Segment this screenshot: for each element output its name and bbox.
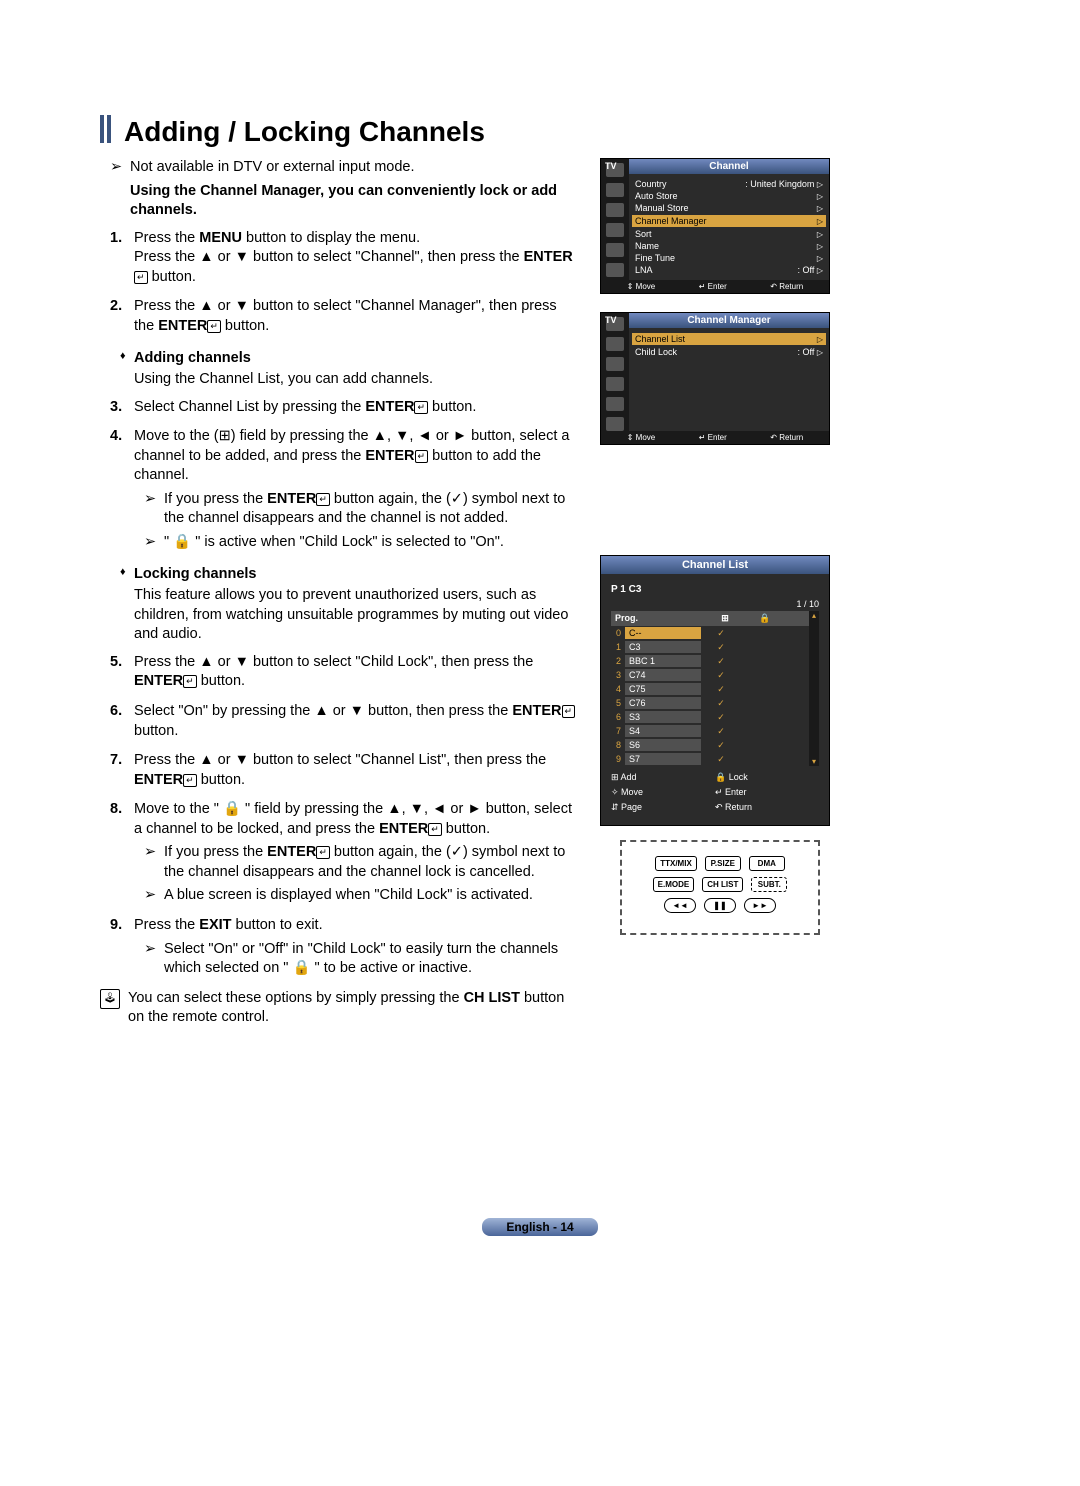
locking-channels-sub: This feature allows you to prevent unaut… [100,586,580,645]
chlist-legend: ⊞ Add🔒 Lock ✧ Move↵ Enter ⇵ Page↶ Return [611,766,819,819]
osd-row[interactable]: Name [635,240,823,252]
scrollbar[interactable] [809,611,819,766]
chlist-page: 1 / 10 [611,599,819,611]
osd-row[interactable]: Channel List [632,333,826,345]
remote-btn-emode[interactable]: E.MODE [653,877,695,892]
tv-tag: TV [605,161,617,171]
lock-icon: 🔒 [745,613,785,624]
remote-btn-dma[interactable]: DMA [749,856,785,871]
osd-channel-menu: TV Channel Country: United Kingdom Auto … [600,158,830,294]
chlist-row[interactable]: 3C74✓ [611,668,809,682]
osd-channel-manager: TV Channel Manager Channel List Child Lo… [600,312,830,445]
step-4: 4. Move to the (⊞) field by pressing the… [100,427,580,552]
adding-channels-sub: Using the Channel List, you can add chan… [100,370,580,390]
enter-icon: ↵ [428,823,442,836]
remote-btn-subt[interactable]: SUBT. [751,877,787,892]
footnote: 🕹 You can select these options by simply… [100,989,580,1028]
remote-btn-chlist[interactable]: CH LIST [702,877,743,892]
title-bars-icon [100,115,114,148]
remote-control-snippet: TTX/MIX P.SIZE DMA E.MODE CH LIST SUBT. … [620,840,820,935]
chlist-row[interactable]: 1C3✓ [611,640,809,654]
enter-icon: ↵ [183,675,197,688]
enter-icon: ↵ [562,705,576,718]
remote-hint-icon: 🕹 [100,989,120,1009]
step-9-note-1: Select "On" or "Off" in "Child Lock" to … [134,940,580,979]
osd-side-icons [601,313,629,431]
osd-footer: ⇕ Move ↵ Enter ↶ Return [601,431,829,444]
add-icon: ⊞ [705,613,745,624]
osd-row[interactable]: Child Lock: Off [635,346,823,358]
osd-row[interactable]: Manual Store [635,202,823,214]
step-2: 2. Press the ▲ or ▼ button to select "Ch… [100,297,580,336]
enter-icon: ↵ [414,401,428,414]
osd-title: Channel [629,159,829,174]
osd-row[interactable]: Auto Store [635,190,823,202]
remote-btn-pause[interactable]: ❚❚ [704,898,736,913]
chlist-current: P 1 C3 [611,584,641,595]
step-4-note-2: " 🔒 " is active when "Child Lock" is sel… [134,533,580,553]
body-text: Not available in DTV or external input m… [100,158,580,1028]
remote-btn-psize[interactable]: P.SIZE [705,856,741,871]
enter-icon: ↵ [316,493,330,506]
osd-row[interactable]: Fine Tune [635,252,823,264]
remote-btn-rewind[interactable]: ◄◄ [664,898,696,913]
adding-channels-head: Adding channels [100,349,580,369]
osd-channel-list: Channel List P 1 C3 1 / 10 Prog. ⊞ 🔒 [600,555,830,826]
page-title-wrap: Adding / Locking Channels [100,115,980,148]
chlist-row[interactable]: 9S7✓ [611,752,809,766]
chlist-row[interactable]: 8S6✓ [611,738,809,752]
enter-icon: ↵ [134,271,148,284]
step-9: 9. Press the EXIT button to exit. Select… [100,916,580,979]
step-8-note-1: If you press the ENTER↵ button again, th… [134,843,580,882]
step-3: 3. Select Channel List by pressing the E… [100,398,580,418]
step-1: 1. Press the MENU button to display the … [100,229,580,288]
chlist-row[interactable]: 0C--✓ [611,626,809,640]
osd-row[interactable]: Sort [635,228,823,240]
remote-btn-ttxmix[interactable]: TTX/MIX [655,856,697,871]
step-5: 5. Press the ▲ or ▼ button to select "Ch… [100,653,580,692]
page-footer: English - 14 [0,1218,1080,1236]
osd-row[interactable]: Channel Manager [632,215,826,227]
chlist-row[interactable]: 4C75✓ [611,682,809,696]
step-8-note-2: A blue screen is displayed when "Child L… [134,886,580,906]
step-4-note-1: If you press the ENTER↵ button again, th… [134,490,580,529]
enter-icon: ↵ [316,846,330,859]
chlist-col-prog: Prog. [615,613,705,624]
osd-row[interactable]: LNA: Off [635,264,823,276]
chlist-row[interactable]: 7S4✓ [611,724,809,738]
remote-btn-ffwd[interactable]: ►► [744,898,776,913]
osd-side-icons [601,159,629,280]
chlist-row[interactable]: 6S3✓ [611,710,809,724]
osd-row[interactable]: Country: United Kingdom [635,178,823,190]
step-8: 8. Move to the " 🔒 " field by pressing t… [100,800,580,906]
chlist-row[interactable]: 5C76✓ [611,696,809,710]
intro-bold: Using the Channel Manager, you can conve… [100,182,580,221]
enter-icon: ↵ [415,450,429,463]
enter-icon: ↵ [183,774,197,787]
note-not-available: Not available in DTV or external input m… [100,158,580,178]
enter-icon: ↵ [207,320,221,333]
locking-channels-head: Locking channels [100,565,580,585]
page-title: Adding / Locking Channels [124,116,485,148]
tv-tag: TV [605,315,617,325]
step-7: 7. Press the ▲ or ▼ button to select "Ch… [100,751,580,790]
step-6: 6. Select "On" by pressing the ▲ or ▼ bu… [100,702,580,741]
osd-footer: ⇕ Move ↵ Enter ↶ Return [601,280,829,293]
chlist-title: Channel List [601,556,829,574]
chlist-row[interactable]: 2BBC 1✓ [611,654,809,668]
osd-title: Channel Manager [629,313,829,328]
